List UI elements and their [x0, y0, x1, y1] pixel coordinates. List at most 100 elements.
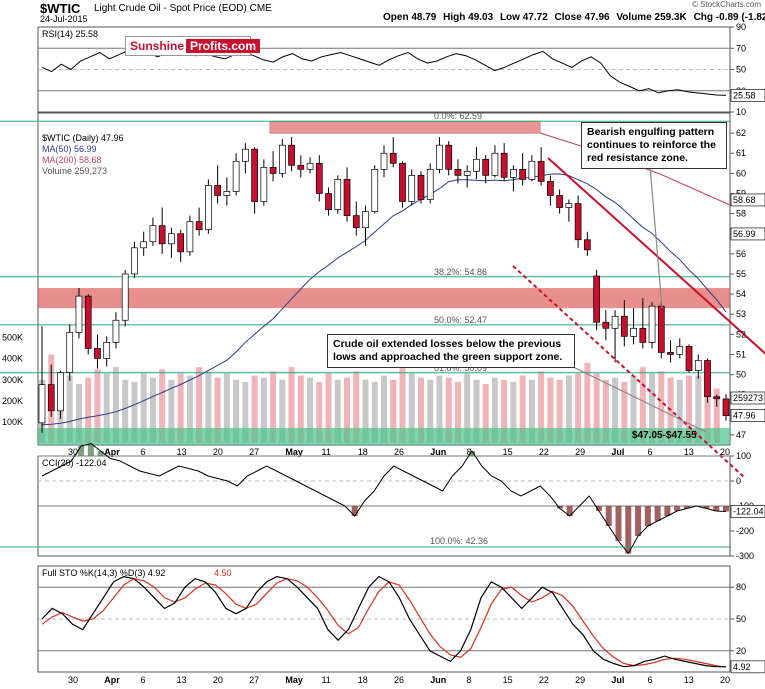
ma50-last-value-box — [730, 227, 765, 241]
candle-body — [186, 221, 194, 253]
candle-body — [177, 233, 184, 253]
candle-body — [528, 160, 536, 180]
candle-body — [121, 273, 129, 321]
candle-body — [306, 162, 314, 170]
volume-bar — [334, 379, 341, 443]
candle-body — [630, 327, 637, 337]
volume-bar — [547, 377, 554, 443]
price-x-label: 13 — [684, 447, 694, 457]
engulfing-pointer — [649, 165, 663, 309]
candle-body — [232, 160, 240, 192]
volume-bar — [593, 373, 600, 443]
volume-bar — [297, 375, 304, 443]
chart-date: 24-Jul-2015 — [40, 14, 88, 24]
volume-bar — [149, 377, 156, 443]
engulfing-callout: Bearish engulfing pattern continues to r… — [581, 122, 727, 169]
candle-body — [343, 179, 351, 216]
brand-logo: Sunshine Profits.com — [125, 36, 261, 56]
bottom-x-label: 18 — [358, 675, 368, 685]
volume-bar — [510, 381, 517, 443]
candle-body — [556, 195, 563, 208]
sto-last-value: 4.92 — [733, 662, 751, 672]
instrument-name: Light Crude Oil - Spot Price (EOD) — [94, 3, 247, 14]
high-value: High 49.03 — [443, 12, 494, 23]
price-axis-tick-label: 56 — [736, 249, 746, 259]
candle-body — [168, 233, 175, 245]
candle-body — [593, 275, 600, 323]
price-axis-tick-label: 62 — [736, 128, 746, 138]
price-axis-tick-label: 52 — [736, 329, 746, 339]
candle-body — [510, 168, 517, 178]
candle-body — [223, 191, 231, 196]
price-x-label: Jul — [611, 447, 624, 457]
price-x-label: 15 — [503, 447, 513, 457]
cci-oversold-fill — [556, 506, 563, 509]
bottom-x-label: 11 — [322, 675, 331, 685]
candle-body — [436, 144, 443, 170]
close-value: Close 47.96 — [554, 12, 610, 23]
candle-body — [676, 346, 684, 355]
bottom-x-label: 13 — [177, 675, 187, 685]
change-value: Chg -0.89 (-1.82%) — [693, 12, 765, 23]
candle-body — [445, 144, 453, 170]
volume-bar — [491, 377, 498, 443]
cci-oversold-fill — [605, 506, 612, 526]
candle-body — [694, 360, 702, 371]
fib-label: 50.0%: 52.47 — [434, 315, 487, 325]
candle-body — [380, 152, 388, 170]
volume-bar — [223, 373, 230, 443]
candle-body — [667, 352, 674, 355]
candle-body — [362, 211, 369, 229]
support-zone-label: $47.05-$47.55 — [632, 430, 697, 441]
chart-symbol: $WTIC — [40, 1, 81, 16]
candle-body — [112, 319, 120, 343]
price-x-label: 6 — [140, 447, 145, 457]
candle-body — [722, 398, 730, 416]
sto-legend: Full STO %K(14,3) %D(3) 4.92 — [42, 568, 165, 578]
candle-body — [140, 241, 148, 249]
candle-body — [713, 396, 721, 400]
candle-body — [389, 152, 397, 164]
candle-body — [519, 168, 526, 180]
volume-bar — [214, 377, 221, 443]
volume-axis-label: 100K — [2, 417, 23, 427]
price-x-label: 11 — [322, 447, 331, 457]
ma200-legend: MA(200) 58.68 — [42, 155, 102, 165]
volume-axis-label: 500K — [2, 333, 23, 343]
stockcharts-credit[interactable]: © StockCharts.com — [691, 0, 761, 9]
sto-d-legend: 4.50 — [214, 568, 232, 578]
price-axis-tick-label: 47 — [736, 430, 746, 440]
open-value: Open 48.79 — [383, 12, 437, 23]
ma200-last-value-box — [730, 193, 765, 207]
ma200-last-value: 58.68 — [733, 195, 756, 205]
candle-body — [297, 164, 305, 170]
price-x-label: 26 — [394, 447, 404, 457]
candle-body — [75, 295, 83, 333]
volume-bar — [316, 381, 323, 443]
volume-bar — [454, 381, 461, 443]
volume-bar — [122, 379, 129, 443]
bottom-x-label: 20 — [213, 675, 223, 685]
candle-body — [463, 171, 471, 176]
cci-oversold-fill — [703, 506, 710, 509]
bottom-x-label: 29 — [575, 675, 585, 685]
candle-body — [491, 152, 499, 176]
resistance-trendline — [547, 157, 765, 355]
rsi-axis-tick-label: 70 — [736, 43, 746, 53]
sto-last-value-box — [730, 660, 765, 674]
volume-bar — [112, 367, 119, 443]
cci-oversold-fill — [625, 506, 632, 554]
volume-bar — [482, 384, 489, 443]
cci-overbought-fill — [97, 451, 104, 456]
candle-body — [352, 215, 360, 229]
bottom-x-label: Jul — [611, 675, 624, 685]
bottom-x-label: Jun — [430, 675, 446, 685]
cci-oversold-fill — [566, 506, 573, 516]
candle-body — [315, 162, 323, 194]
volume-bar — [649, 373, 656, 443]
volume-axis-label: 200K — [2, 396, 23, 406]
candle-body — [260, 166, 268, 202]
candle-body — [574, 203, 582, 241]
price-x-label: 18 — [358, 447, 368, 457]
volume-bar — [251, 375, 258, 443]
